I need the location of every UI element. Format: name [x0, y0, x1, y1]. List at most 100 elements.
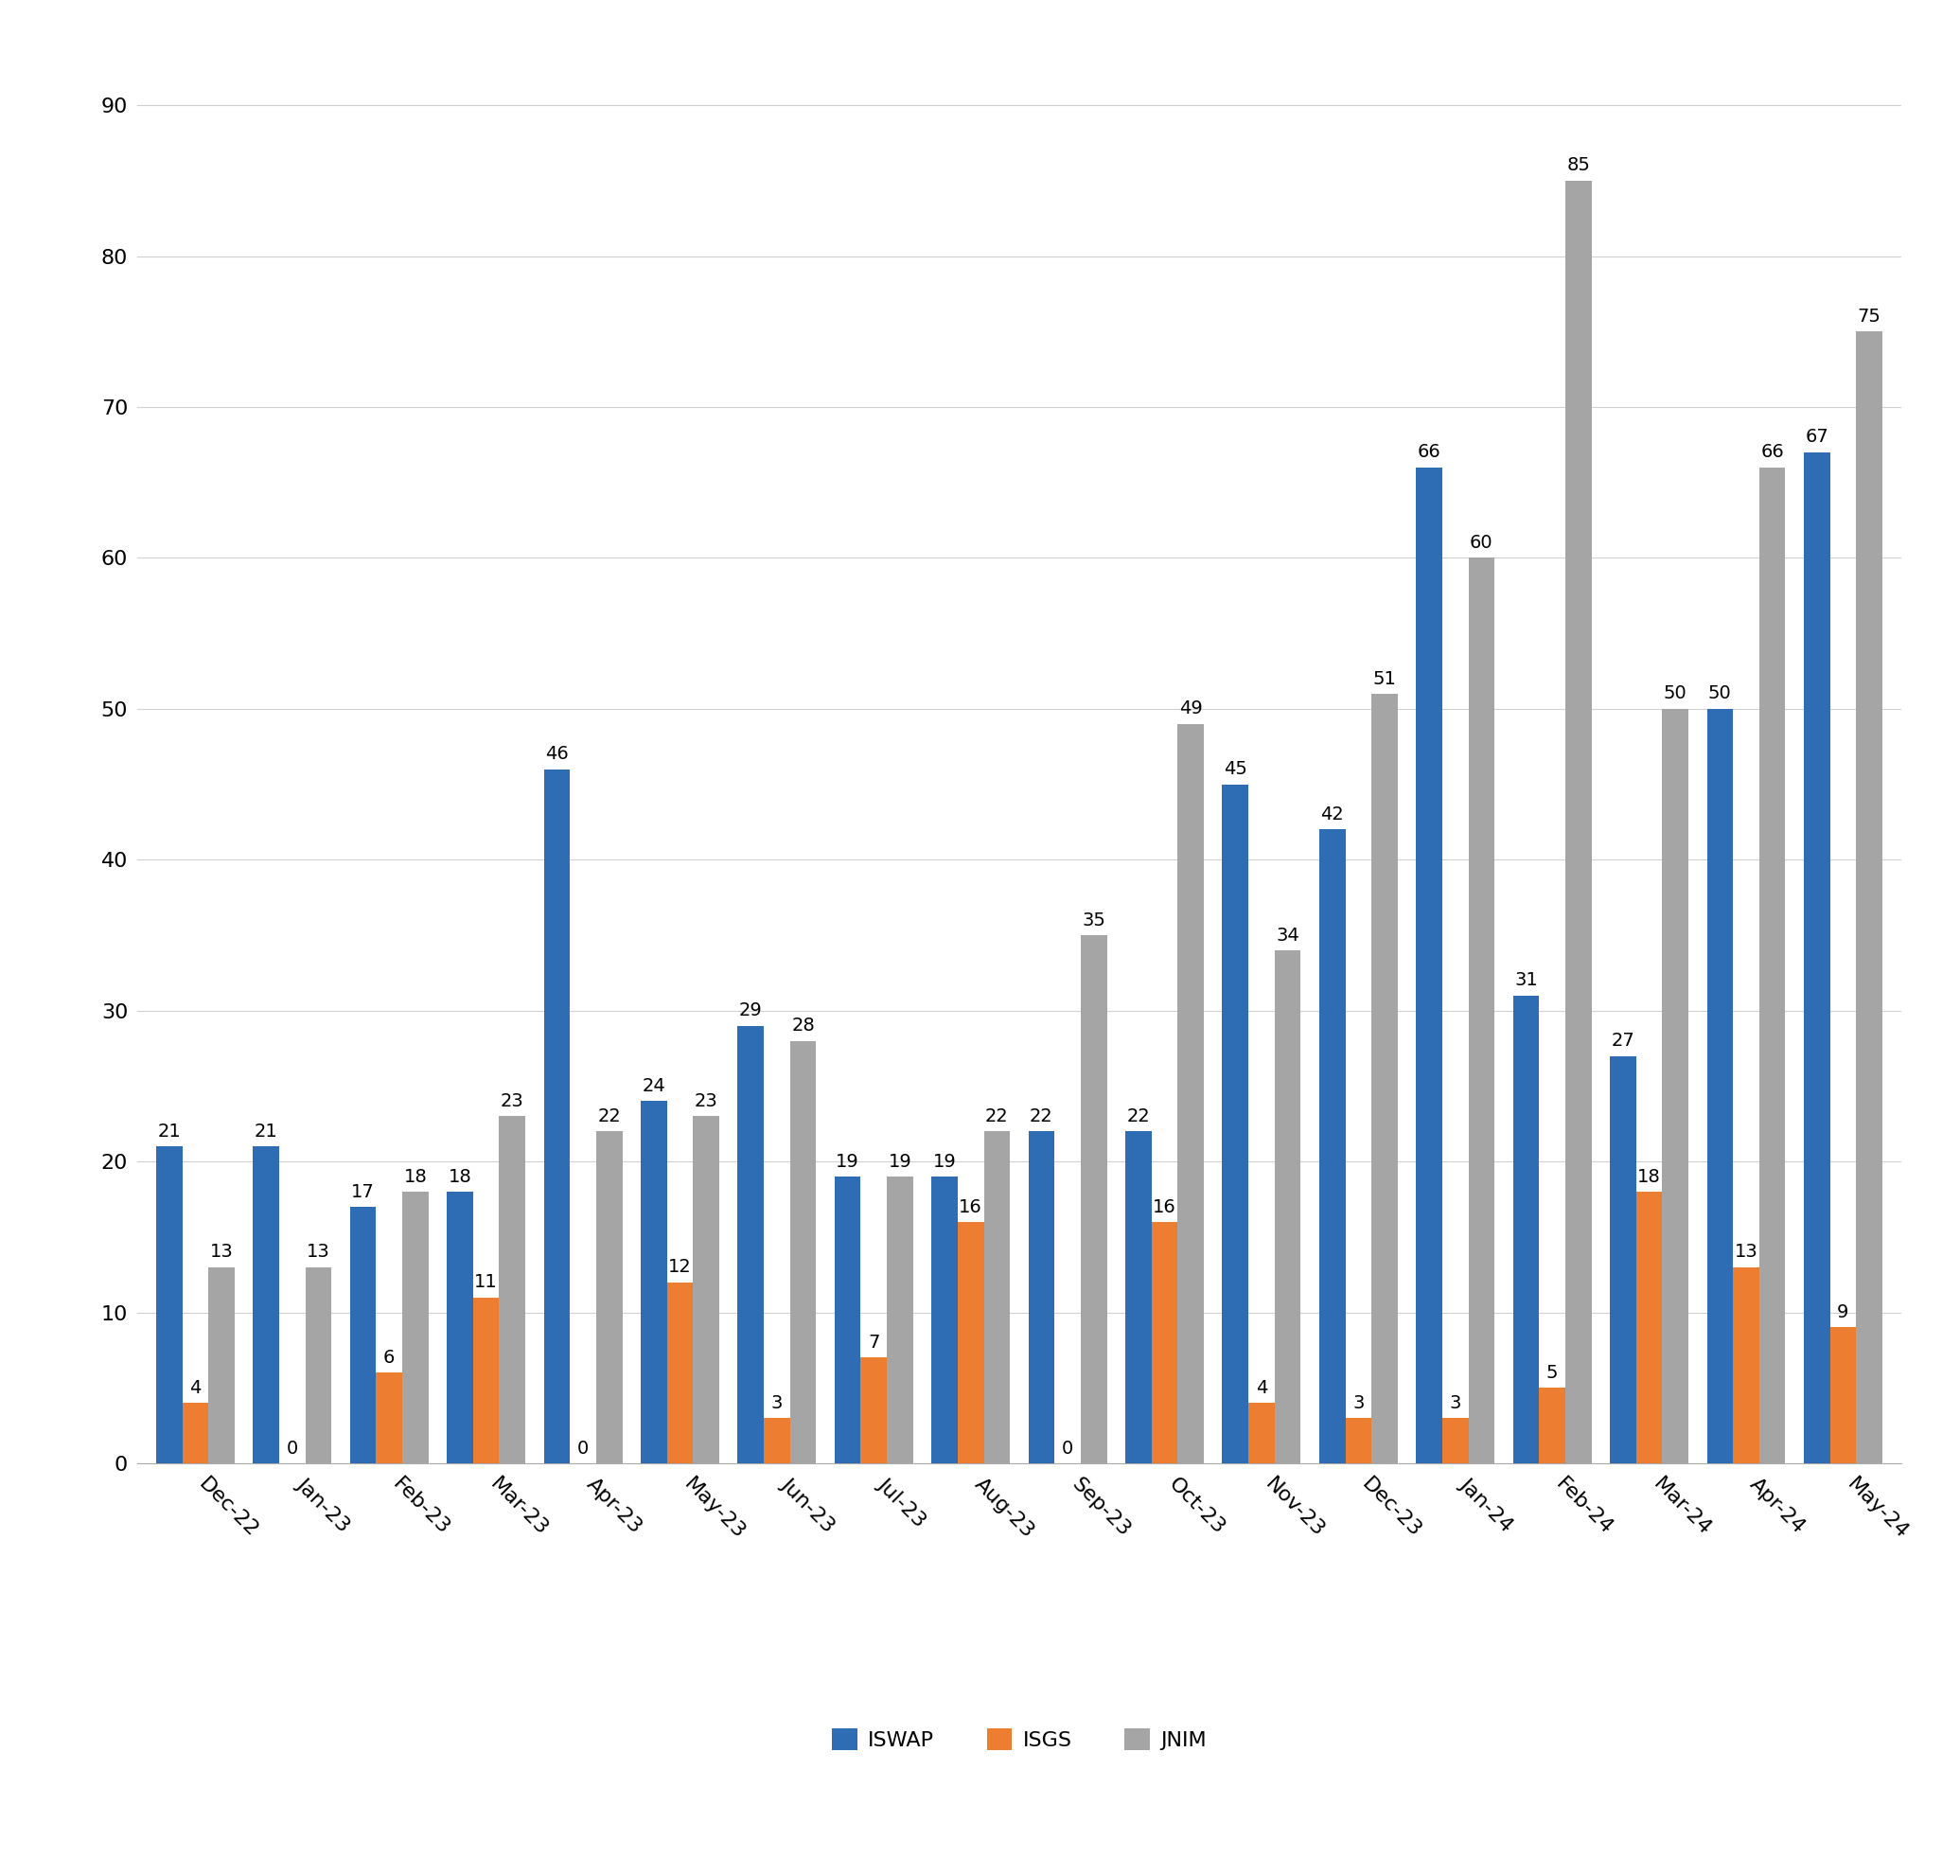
Bar — [958, 1221, 984, 1463]
Text: 13: 13 — [210, 1244, 233, 1261]
Text: 17: 17 — [351, 1182, 374, 1201]
Bar — [1513, 996, 1539, 1463]
Text: 24: 24 — [643, 1077, 666, 1096]
Text: 0: 0 — [1062, 1439, 1074, 1458]
Text: 23: 23 — [694, 1092, 717, 1111]
Text: 22: 22 — [1127, 1107, 1151, 1126]
Bar — [1345, 1418, 1372, 1463]
Text: 66: 66 — [1417, 443, 1441, 461]
Bar — [376, 1373, 402, 1463]
Bar — [351, 1206, 376, 1463]
Bar — [1609, 1056, 1637, 1463]
Bar — [1566, 180, 1592, 1463]
Bar — [1760, 467, 1786, 1463]
Bar — [208, 1266, 235, 1463]
Text: 7: 7 — [868, 1334, 880, 1351]
Bar — [764, 1418, 790, 1463]
Text: 3: 3 — [770, 1394, 782, 1413]
Bar — [543, 769, 570, 1463]
Text: 0: 0 — [286, 1439, 298, 1458]
Text: 3: 3 — [1450, 1394, 1462, 1413]
Bar — [1372, 694, 1397, 1463]
Text: 18: 18 — [1637, 1167, 1660, 1186]
Text: 16: 16 — [958, 1199, 982, 1216]
Bar — [1029, 1131, 1054, 1463]
Bar — [1319, 829, 1345, 1463]
Text: 66: 66 — [1760, 443, 1784, 461]
Bar — [1274, 951, 1301, 1463]
Bar — [835, 1176, 860, 1463]
Bar — [1125, 1131, 1151, 1463]
Bar — [157, 1146, 182, 1463]
Text: 27: 27 — [1611, 1032, 1635, 1051]
Text: 6: 6 — [384, 1349, 396, 1368]
Text: 5: 5 — [1546, 1364, 1558, 1383]
Bar — [1662, 709, 1688, 1463]
Bar — [1223, 784, 1249, 1463]
Text: 51: 51 — [1372, 670, 1396, 688]
Bar — [402, 1191, 429, 1463]
Bar — [1831, 1328, 1856, 1463]
Bar — [1856, 332, 1882, 1463]
Bar — [253, 1146, 278, 1463]
Bar — [790, 1041, 815, 1463]
Text: 42: 42 — [1321, 805, 1345, 824]
Text: 0: 0 — [578, 1439, 588, 1458]
Bar — [931, 1176, 958, 1463]
Bar — [447, 1191, 472, 1463]
Bar — [472, 1298, 500, 1463]
Bar — [306, 1266, 331, 1463]
Bar — [666, 1281, 694, 1463]
Text: 50: 50 — [1664, 685, 1688, 704]
Bar — [737, 1026, 764, 1463]
Text: 12: 12 — [668, 1259, 692, 1276]
Bar — [1637, 1191, 1662, 1463]
Text: 13: 13 — [306, 1244, 329, 1261]
Text: 4: 4 — [1256, 1379, 1268, 1398]
Bar — [182, 1403, 208, 1463]
Text: 22: 22 — [1029, 1107, 1053, 1126]
Text: 18: 18 — [449, 1167, 472, 1186]
Bar — [1249, 1403, 1274, 1463]
Bar — [641, 1101, 666, 1463]
Bar — [596, 1131, 621, 1463]
Bar — [860, 1358, 886, 1463]
Text: 50: 50 — [1709, 685, 1733, 704]
Text: 67: 67 — [1805, 428, 1829, 446]
Bar — [886, 1176, 913, 1463]
Bar — [694, 1116, 719, 1463]
Text: 60: 60 — [1470, 535, 1494, 552]
Text: 29: 29 — [739, 1002, 762, 1021]
Bar — [1443, 1418, 1468, 1463]
Bar — [500, 1116, 525, 1463]
Text: 11: 11 — [474, 1274, 498, 1291]
Text: 34: 34 — [1276, 927, 1299, 944]
Text: 13: 13 — [1735, 1244, 1758, 1261]
Bar — [1178, 724, 1203, 1463]
Bar — [1707, 709, 1733, 1463]
Text: 45: 45 — [1223, 760, 1247, 779]
Text: 85: 85 — [1566, 158, 1590, 174]
Text: 21: 21 — [157, 1122, 180, 1141]
Text: 9: 9 — [1837, 1304, 1848, 1321]
Text: 49: 49 — [1180, 700, 1203, 719]
Legend: ISWAP, ISGS, JNIM: ISWAP, ISGS, JNIM — [823, 1720, 1215, 1758]
Text: 19: 19 — [835, 1152, 858, 1171]
Bar — [1415, 467, 1443, 1463]
Bar — [1468, 557, 1495, 1463]
Bar — [1080, 934, 1107, 1463]
Text: 21: 21 — [255, 1122, 278, 1141]
Text: 18: 18 — [404, 1167, 427, 1186]
Text: 22: 22 — [986, 1107, 1009, 1126]
Text: 4: 4 — [190, 1379, 202, 1398]
Text: 19: 19 — [933, 1152, 956, 1171]
Bar — [1733, 1266, 1760, 1463]
Bar — [984, 1131, 1009, 1463]
Text: 46: 46 — [545, 745, 568, 764]
Text: 31: 31 — [1515, 972, 1539, 989]
Text: 28: 28 — [792, 1017, 815, 1036]
Text: 19: 19 — [888, 1152, 911, 1171]
Text: 35: 35 — [1082, 912, 1105, 929]
Bar — [1803, 452, 1831, 1463]
Text: 23: 23 — [500, 1092, 523, 1111]
